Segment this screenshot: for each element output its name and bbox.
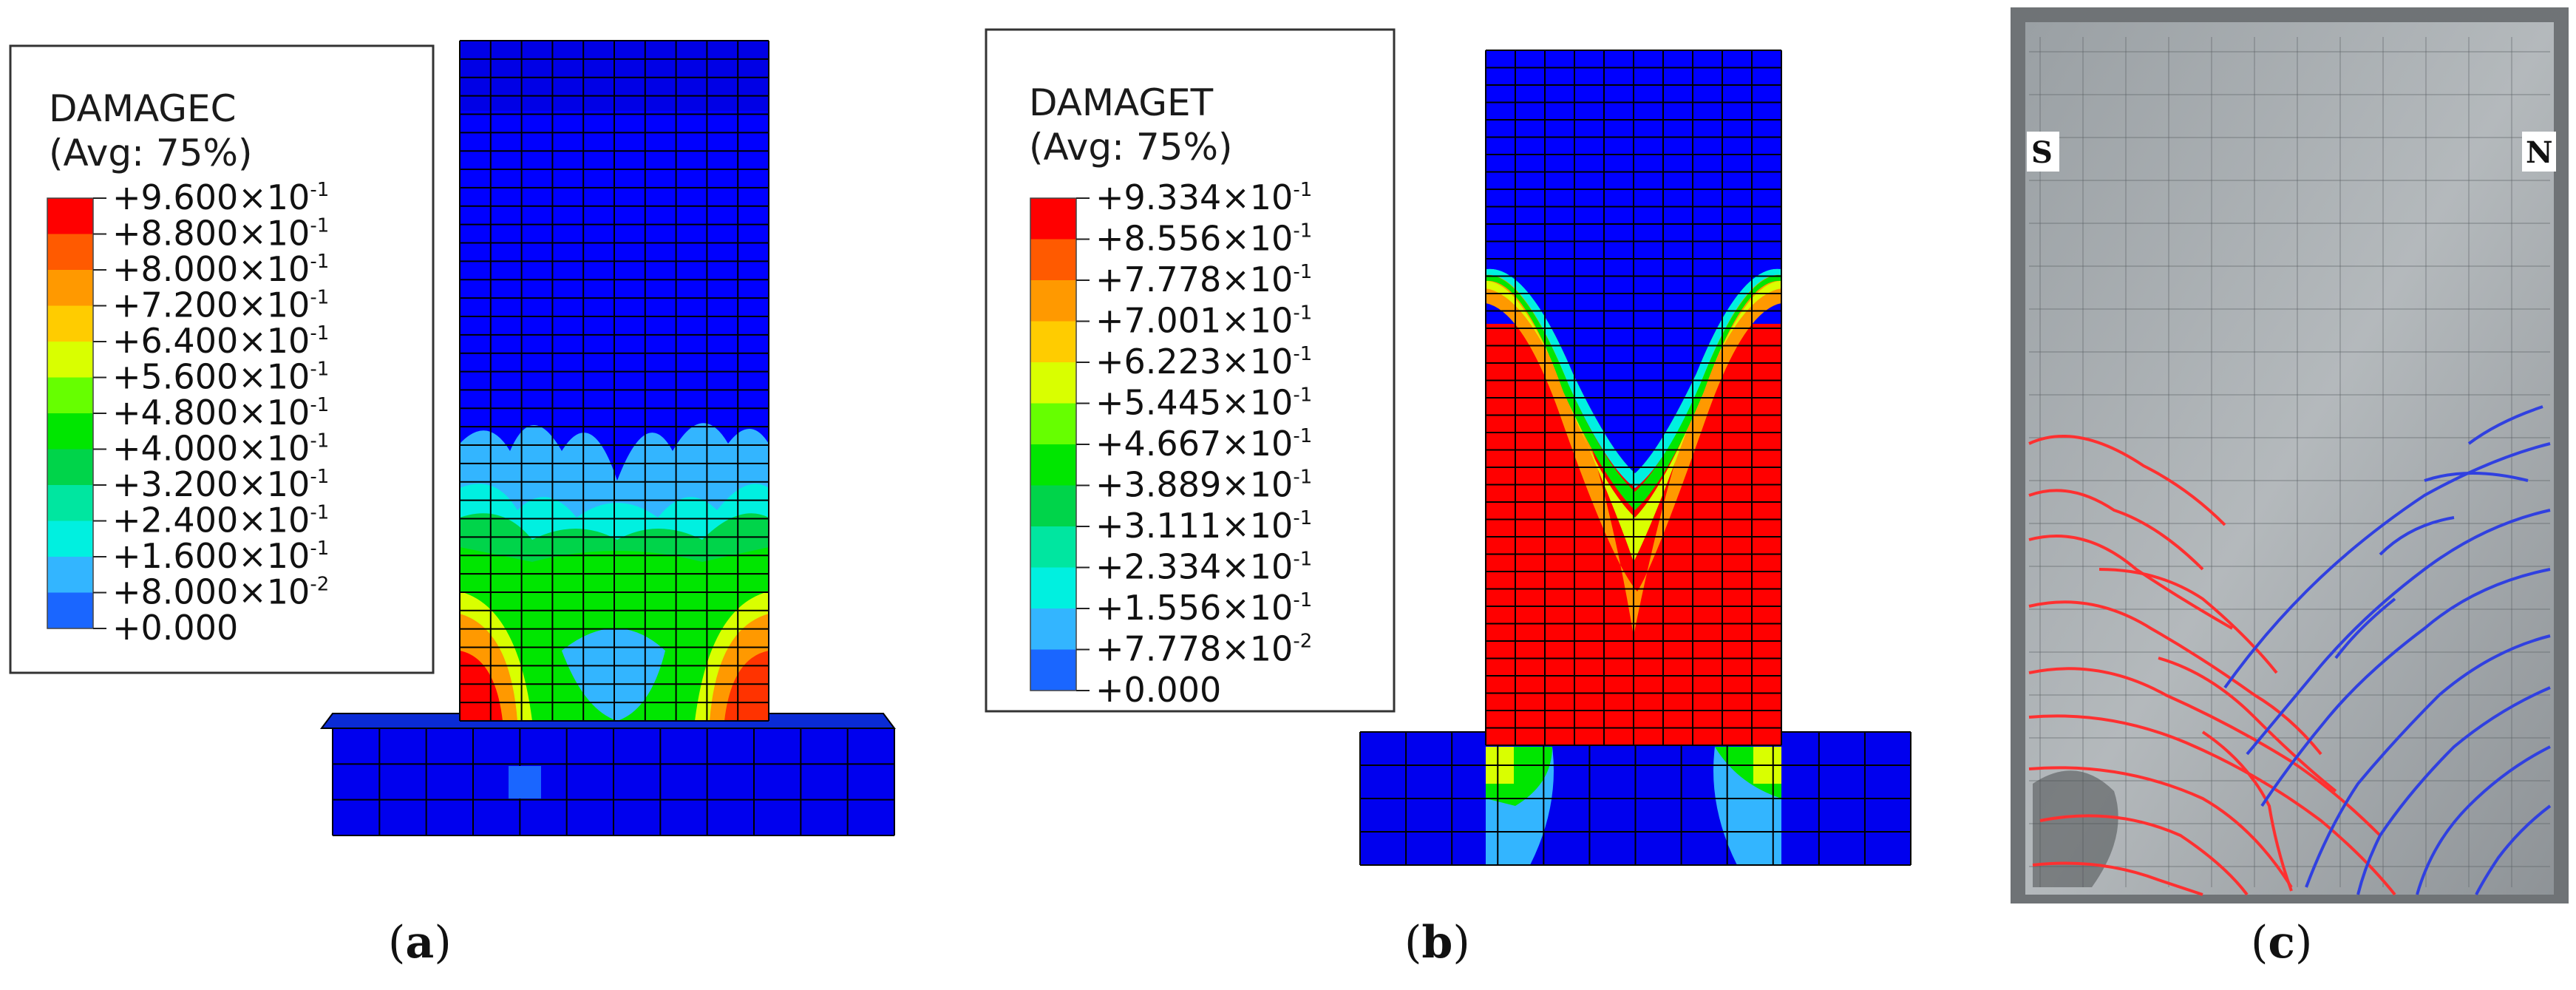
crack-north	[2260, 568, 2551, 807]
legend-value: +3.200×10-1	[112, 464, 329, 504]
legend-value: +5.445×10-1	[1095, 383, 1312, 423]
crack-north	[2475, 804, 2552, 895]
crack-north	[2246, 509, 2551, 756]
legend-value: +4.667×10-1	[1095, 424, 1312, 464]
panel-c: S N	[2011, 7, 2576, 909]
legend-subtitle: (Avg: 75%)	[1029, 126, 1233, 169]
legend-value: +0.000	[1095, 670, 1221, 710]
crack-north	[2379, 516, 2455, 556]
legend-value: +7.200×10-1	[112, 285, 329, 325]
legend-color-band	[1030, 608, 1076, 650]
legend-value: +8.800×10-1	[112, 214, 329, 254]
legend-scale: +9.600×10-1+8.800×10-1+8.000×10-1+7.200×…	[47, 177, 329, 648]
crack-south	[2028, 489, 2204, 571]
legend-value: +4.000×10-1	[112, 429, 329, 469]
legend-value: +8.000×10-1	[112, 249, 329, 289]
legend-color-band	[1030, 321, 1076, 362]
legend-color-band	[47, 592, 93, 628]
crack-south	[2039, 814, 2249, 896]
wall-model	[320, 40, 896, 836]
crack-north	[2416, 745, 2551, 895]
test-photo-crack-pattern: S N	[2011, 7, 2569, 903]
wall-surface	[2025, 22, 2554, 895]
legend-value: +7.778×10-2	[1095, 629, 1312, 669]
label-s-box	[2027, 132, 2059, 172]
legend-color-band	[1030, 239, 1076, 280]
crack-north	[2334, 597, 2396, 660]
legend-color-band	[47, 270, 93, 306]
legend-color-band	[1030, 526, 1076, 568]
legend-value: +1.600×10-1	[112, 536, 329, 576]
legend-color-band	[1030, 280, 1076, 322]
legend-color-band	[47, 485, 93, 521]
legend-color-band	[47, 377, 93, 413]
crack-south	[2028, 714, 2396, 896]
panel-a: DAMAGEC (Avg: 75%) +9.600×10-1 +8.800×10-…	[0, 0, 909, 909]
crack-north	[2356, 686, 2551, 895]
legend-color-band	[1030, 444, 1076, 486]
legend-value: +4.800×10-1	[112, 393, 329, 433]
legend-color-band	[1030, 403, 1076, 444]
crack-south	[2028, 600, 2322, 756]
crack-south	[2098, 568, 2278, 674]
crack-south	[2028, 766, 2293, 889]
legend-scale: +9.334×10-1+8.556×10-1+7.778×10-1+7.001×…	[1030, 177, 1312, 710]
caption-b: (b)	[1404, 917, 1470, 969]
crack-north	[2424, 472, 2529, 482]
legend-value: +9.600×10-1	[112, 177, 329, 217]
legend-title: DAMAGEC	[49, 87, 237, 130]
legend-value: +7.001×10-1	[1095, 301, 1312, 341]
crack-south	[2032, 861, 2203, 896]
legend-value: +2.400×10-1	[112, 501, 329, 540]
legend-value: +2.334×10-1	[1095, 547, 1312, 587]
legend-color-band	[47, 234, 93, 270]
caption-c: (c)	[2251, 917, 2313, 969]
crack-south	[2158, 657, 2337, 793]
caption-a: (a)	[388, 917, 452, 969]
crack-north	[2223, 442, 2551, 689]
legend-value: +8.556×10-1	[1095, 219, 1312, 259]
legend-value: +7.778×10-1	[1095, 260, 1312, 299]
legend-value: +1.556×10-1	[1095, 588, 1312, 628]
legend-value: +6.223×10-1	[1095, 342, 1312, 382]
legend-value: +3.889×10-1	[1095, 465, 1312, 505]
legend-color-band	[47, 342, 93, 378]
compression-damage-contour: DAMAGEC (Avg: 75%) +9.600×10-1+8.800×10-…	[9, 40, 896, 836]
tension-damage-contour: DAMAGET (Avg: 75%) +9.334×10-1+8.556×10-…	[985, 28, 1911, 866]
legend-value: +8.000×10-2	[112, 572, 329, 612]
wall-grid	[2029, 37, 2550, 887]
legend-color-band	[1030, 362, 1076, 404]
legend-value: +3.111×10-1	[1095, 506, 1312, 546]
label-n-box	[2522, 132, 2556, 172]
wall-model	[1359, 50, 1911, 866]
legend-value: +5.600×10-1	[112, 357, 329, 397]
legend-value: +6.400×10-1	[112, 321, 329, 361]
crack-north	[2467, 405, 2543, 445]
crack-lines	[2028, 405, 2552, 896]
panel-b: DAMAGET (Avg: 75%) +9.334×10-1 +8.556×10-…	[968, 0, 1929, 909]
legend-value: +0.000	[112, 608, 238, 648]
legend-color-band	[1030, 567, 1076, 608]
legend-color-band	[47, 521, 93, 557]
legend-title: DAMAGET	[1029, 81, 1214, 124]
legend-color-band	[1030, 649, 1076, 691]
crack-south	[2028, 435, 2226, 526]
crack-north	[2305, 634, 2551, 888]
legend-value: +9.334×10-1	[1095, 177, 1312, 217]
legend-color-band	[47, 557, 93, 593]
legend-color-band	[47, 449, 93, 485]
crack-south	[2201, 730, 2293, 892]
legend-color-band	[47, 305, 93, 342]
legend-color-band	[1030, 198, 1076, 240]
legend-subtitle: (Avg: 75%)	[49, 132, 253, 174]
label-north: N	[2526, 135, 2553, 170]
crack-south	[2028, 535, 2233, 630]
crack-south	[2028, 667, 2382, 837]
legend-color-band	[47, 413, 93, 450]
legend-color-band	[1030, 485, 1076, 526]
legend-color-band	[47, 198, 93, 234]
label-south: S	[2031, 135, 2053, 170]
